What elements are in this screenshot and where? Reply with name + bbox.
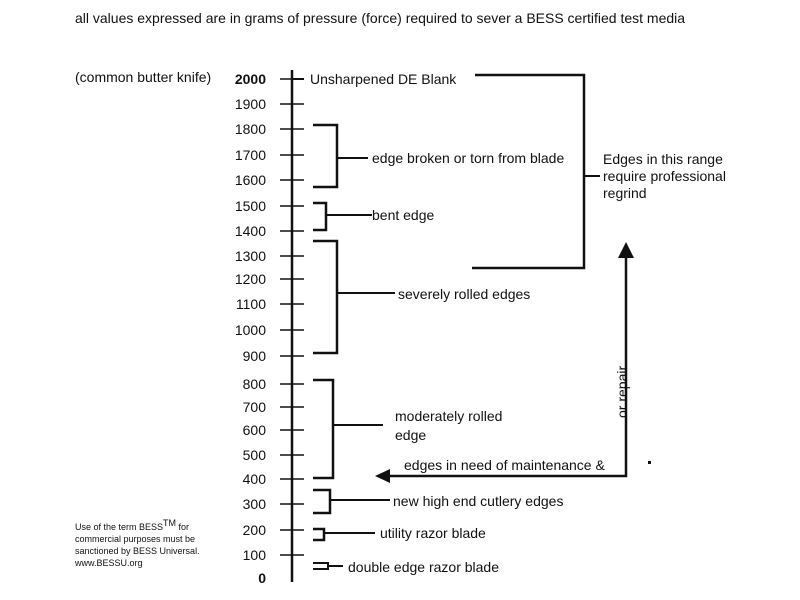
bracket-severely-rolled bbox=[313, 239, 339, 355]
label-severely-rolled: severely rolled edges bbox=[398, 286, 531, 302]
tick-label: 900 bbox=[242, 348, 266, 364]
butter-knife-label: (common butter knife) bbox=[75, 69, 212, 85]
tick-label: 100 bbox=[242, 547, 266, 563]
label-utility-razor: utility razor blade bbox=[380, 525, 486, 541]
note-tm: TM bbox=[163, 518, 177, 528]
tick-label: 0 bbox=[258, 570, 266, 586]
label-moderately-rolled-line2: edge bbox=[395, 427, 427, 443]
tick-label: 1700 bbox=[234, 147, 266, 163]
bracket-bent-edge bbox=[313, 201, 328, 232]
note-line1: Use of the term BESS bbox=[75, 522, 164, 532]
label-bent-edge: bent edge bbox=[372, 207, 435, 223]
tick-label: 600 bbox=[242, 422, 266, 438]
label-broken-edge: edge broken or torn from blade bbox=[372, 150, 565, 166]
tick-label: 1200 bbox=[234, 271, 266, 287]
tick-label: 300 bbox=[242, 496, 266, 512]
label-de-razor: double edge razor blade bbox=[348, 559, 500, 575]
label-unsharpened-blank: Unsharpened DE Blank bbox=[310, 71, 457, 87]
bracket-utility bbox=[313, 527, 326, 542]
arrow-left-head bbox=[375, 469, 390, 483]
tick-label: 1400 bbox=[234, 223, 266, 239]
bracket-regrind bbox=[472, 73, 586, 270]
bracket-cutlery bbox=[313, 488, 332, 515]
trademark-note: Use of the term BESSTM for commercial pu… bbox=[75, 518, 245, 569]
maintenance-label: edges in need of maintenance & bbox=[404, 457, 605, 473]
tick-label: 1100 bbox=[235, 296, 266, 312]
repair-label: or repair bbox=[614, 365, 630, 418]
tick-label: 500 bbox=[242, 447, 266, 463]
tick-label: 400 bbox=[242, 471, 266, 487]
tick-label: 1900 bbox=[234, 96, 266, 112]
label-cutlery: new high end cutlery edges bbox=[393, 493, 564, 509]
bracket-de-razor bbox=[313, 562, 329, 570]
note-line1-end: for bbox=[176, 522, 190, 532]
tick-label: 2000 bbox=[234, 71, 266, 87]
note-line4: www.BESSU.org bbox=[75, 558, 143, 568]
tick-label: 1300 bbox=[234, 248, 266, 264]
tick-label: 800 bbox=[242, 376, 266, 392]
bracket-broken-edge bbox=[313, 123, 339, 189]
tick-label: 1600 bbox=[234, 172, 266, 188]
tick-label: 700 bbox=[242, 399, 266, 415]
regrind-line1: Edges in this range bbox=[603, 151, 723, 167]
tick-label: 1800 bbox=[234, 121, 266, 137]
regrind-line2: require professional bbox=[603, 168, 726, 184]
tick-label: 1000 bbox=[234, 322, 266, 338]
note-line3: sanctioned by BESS Universal. bbox=[75, 546, 200, 556]
tick-label: 200 bbox=[242, 522, 266, 538]
bracket-moderately-rolled bbox=[313, 378, 335, 480]
stray-dot bbox=[648, 461, 651, 464]
note-line2: commercial purposes must be bbox=[75, 534, 196, 544]
tick-label: 1500 bbox=[234, 198, 266, 214]
maintenance-arrow-line bbox=[390, 255, 628, 478]
arrow-up-head bbox=[618, 242, 634, 258]
page-heading: all values expressed are in grams of pre… bbox=[75, 10, 686, 26]
label-moderately-rolled-line1: moderately rolled bbox=[395, 408, 503, 424]
regrind-line3: regrind bbox=[603, 185, 647, 201]
